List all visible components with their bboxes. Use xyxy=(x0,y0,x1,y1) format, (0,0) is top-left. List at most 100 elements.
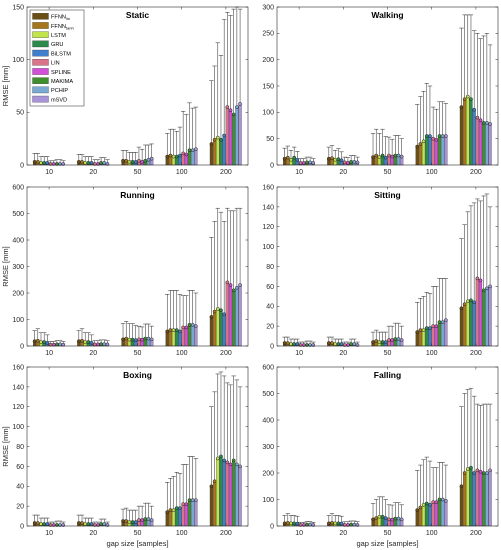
mean-marker-MAKIMA-50 xyxy=(393,153,398,158)
mean-marker-FFNN_lin-100 xyxy=(165,510,170,514)
chart-panel-0: 0 50 100 150 10 20 50 100 200 Static RMSE [mm] FFNN… xyxy=(1,4,249,176)
mean-marker-FFNN_lin-10 xyxy=(282,521,287,526)
legend-label-FFNN_lin: FFNNlin xyxy=(51,15,70,22)
mean-marker-PCHIP-50 xyxy=(146,336,151,341)
mean-marker-PCHIP-200 xyxy=(235,285,239,290)
bar-MAKIMA-200 xyxy=(482,122,486,166)
mean-marker-FFNN_lin-20 xyxy=(76,521,81,525)
bar-FFNN_tanh-200 xyxy=(213,311,217,347)
x-tick-label: 20 xyxy=(339,350,347,357)
mean-marker-LSTM-50 xyxy=(377,514,382,519)
bar-PCHIP-100 xyxy=(191,500,195,527)
mean-marker-FFNN_tanh-200 xyxy=(462,302,467,307)
bar-PCHIP-200 xyxy=(235,287,239,347)
mean-marker-MAKIMA-200 xyxy=(231,288,236,293)
mean-marker-BiLSTM-50 xyxy=(133,159,138,164)
bar-mSVD-200 xyxy=(488,470,492,527)
mean-marker-LIN-50 xyxy=(137,158,141,163)
mean-marker-PCHIP-200 xyxy=(235,462,239,467)
panel-title: Static xyxy=(126,10,149,20)
x-tick-label: 10 xyxy=(45,530,53,537)
x-tick-label: 20 xyxy=(89,169,97,176)
y-tick-label: 20 xyxy=(16,504,24,511)
y-tick-label: 60 xyxy=(16,464,24,471)
bar-SPLINE-200 xyxy=(478,471,483,527)
mean-marker-MAKIMA-200 xyxy=(481,121,486,125)
mean-marker-FFNN_tanh-10 xyxy=(35,338,40,343)
mean-marker-FFNN_tanh-10 xyxy=(285,155,290,160)
mean-marker-mSVD-100 xyxy=(444,134,448,138)
mean-marker-mSVD-10 xyxy=(311,161,316,165)
mean-marker-LSTM-10 xyxy=(289,521,293,526)
mean-marker-BiLSTM-100 xyxy=(428,502,432,507)
bar-MAKIMA-200 xyxy=(232,460,236,527)
mean-marker-SPLINE-100 xyxy=(434,137,439,142)
bar-PCHIP-100 xyxy=(191,324,195,347)
bar-FFNN_tanh-200 xyxy=(463,99,467,166)
bar-BiLSTM-200 xyxy=(472,109,476,166)
mean-marker-FFNN_lin-200 xyxy=(459,105,464,109)
y-tick-label: 160 xyxy=(262,184,274,191)
legend-swatch-LSTM xyxy=(32,31,49,38)
mean-marker-SPLINE-200 xyxy=(228,108,233,113)
legend-label-BiLSTM: BiLSTM xyxy=(51,51,71,57)
mean-marker-mSVD-50 xyxy=(149,156,154,161)
bar-GRU-100 xyxy=(175,507,179,527)
y-tick-label: 120 xyxy=(262,224,274,231)
mean-marker-PCHIP-50 xyxy=(396,337,401,341)
bar-LSTM-200 xyxy=(216,458,220,527)
bar-mSVD-200 xyxy=(488,123,492,166)
mean-marker-FFNN_tanh-200 xyxy=(212,309,217,314)
mean-marker-GRU-20 xyxy=(336,521,341,526)
y-tick-label: 100 xyxy=(262,244,274,251)
mean-marker-FFNN_tanh-100 xyxy=(418,505,423,510)
bar-mSVD-200 xyxy=(488,286,492,347)
mean-marker-mSVD-50 xyxy=(149,337,154,342)
x-tick-label: 200 xyxy=(470,169,482,176)
mean-marker-GRU-100 xyxy=(174,328,179,332)
mean-marker-LIN-200 xyxy=(225,460,230,465)
bar-FFNN_tanh-100 xyxy=(418,143,423,166)
y-tick-label: 160 xyxy=(12,364,24,371)
mean-marker-LSTM-10 xyxy=(289,342,293,346)
mean-marker-GRU-50 xyxy=(380,340,385,344)
y-tick-label: 60 xyxy=(266,284,274,291)
bar-PCHIP-200 xyxy=(485,472,489,527)
mean-marker-mSVD-100 xyxy=(194,498,198,503)
x-tick-label: 200 xyxy=(220,169,232,176)
mean-marker-BiLSTM-50 xyxy=(133,338,138,343)
bar-LIN-200 xyxy=(475,278,479,347)
mean-marker-FFNN_tanh-50 xyxy=(124,519,129,523)
bar-FFNN_tanh-200 xyxy=(213,139,217,166)
bar-GRU-200 xyxy=(219,139,223,166)
mean-marker-MAKIMA-20 xyxy=(349,342,353,346)
mean-marker-LIN-50 xyxy=(137,337,141,342)
mean-marker-MAKIMA-100 xyxy=(187,148,192,153)
mean-marker-PCHIP-50 xyxy=(146,517,151,521)
bar-mSVD-100 xyxy=(444,320,448,347)
mean-marker-FFNN_tanh-10 xyxy=(35,521,40,525)
y-tick-label: 0 xyxy=(270,162,274,169)
mean-marker-SPLINE-10 xyxy=(301,161,306,165)
legend-label-PCHIP: PCHIP xyxy=(51,88,68,94)
x-tick-label: 20 xyxy=(89,350,97,357)
bar-BiLSTM-100 xyxy=(428,504,432,527)
mean-marker-MAKIMA-100 xyxy=(187,498,192,503)
mean-marker-SPLINE-200 xyxy=(478,278,483,283)
mean-marker-LIN-200 xyxy=(225,280,230,285)
bar-SPLINE-200 xyxy=(228,464,233,527)
bar-GRU-100 xyxy=(425,135,429,166)
bar-MAKIMA-100 xyxy=(437,499,442,527)
bar-LIN-200 xyxy=(475,470,479,527)
mean-marker-MAKIMA-20 xyxy=(99,161,103,165)
bar-GRU-200 xyxy=(469,300,473,347)
bar-FFNN_lin-200 xyxy=(459,486,464,527)
mean-marker-LIN-200 xyxy=(475,115,480,120)
mean-marker-FFNN_lin-200 xyxy=(459,484,464,489)
x-tick-label: 10 xyxy=(45,169,53,176)
mean-marker-LSTM-200 xyxy=(465,467,470,471)
x-tick-label: 50 xyxy=(384,350,392,357)
legend-swatch-FFNN_tanh xyxy=(32,22,49,29)
mean-marker-FFNN_lin-20 xyxy=(326,156,331,161)
mean-marker-GRU-200 xyxy=(469,298,473,303)
